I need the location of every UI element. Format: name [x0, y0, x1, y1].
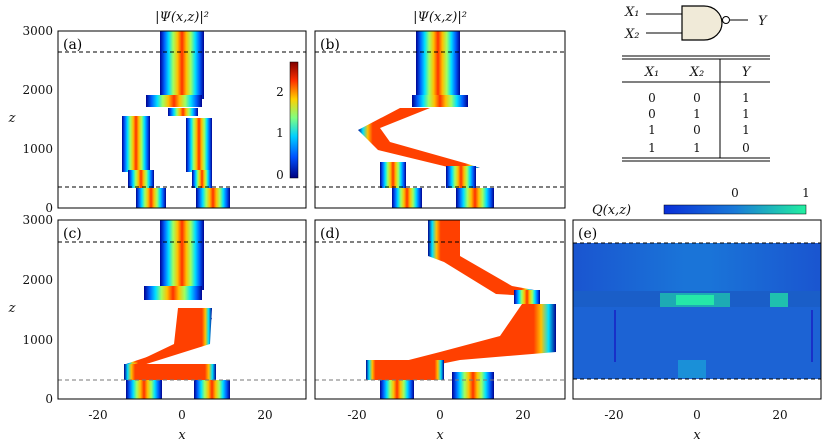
ytick-top-2000: 2000: [22, 83, 53, 97]
xtick-c-0: 0: [178, 408, 186, 422]
panel-a: (a): [57, 30, 307, 209]
x-axis-e: -20 0 20 x: [604, 408, 787, 443]
panel-c: (c): [57, 219, 307, 400]
xlabel-c: x: [178, 428, 186, 443]
panel-a-label: (a): [63, 37, 82, 53]
ylabel-top: z: [8, 111, 16, 126]
panel-b: (b): [314, 30, 566, 209]
table-cell: 1: [648, 123, 656, 137]
table-cell: 0: [693, 123, 701, 137]
panel-d: (d): [314, 219, 566, 400]
table-cell: 1: [693, 141, 701, 155]
q-colorbar: Q(x,z) 0 1: [592, 186, 810, 218]
xtick-c-20: 20: [257, 408, 272, 422]
panel-e: (e): [572, 219, 822, 400]
table-header-x2: X₂: [689, 65, 704, 80]
table-cell: 1: [742, 123, 750, 137]
title-left: |Ψ(x,z)|²: [155, 10, 209, 25]
ytick-bot-3000: 3000: [22, 213, 53, 227]
intensity-colorbar: 2 1 0: [276, 61, 299, 182]
table-cell: 0: [648, 107, 656, 121]
ytick-bot-1000: 1000: [22, 333, 53, 347]
ytick-bot-2000: 2000: [22, 273, 53, 287]
panel-e-label: (e): [578, 226, 597, 242]
q-tick-0: 0: [731, 186, 739, 200]
xtick-e-20: 20: [772, 408, 787, 422]
xlabel-e: x: [693, 428, 701, 443]
q-tick-1: 1: [802, 186, 810, 200]
y-axis-bottom: 3000 2000 1000 0 z: [8, 213, 53, 406]
title-right: |Ψ(x,z)|²: [413, 10, 467, 25]
panel-d-label: (d): [320, 226, 340, 242]
gate-output: Y: [758, 14, 768, 29]
xtick-c-neg20: -20: [88, 408, 107, 422]
table-cell: 1: [742, 107, 750, 121]
ytick-bot-0: 0: [45, 392, 53, 406]
gate-input-1: X₁: [624, 5, 639, 20]
xlabel-d: x: [436, 428, 444, 443]
cbar-tick-2: 2: [276, 85, 284, 99]
table-cell: 0: [693, 91, 701, 105]
table-cell: 0: [742, 141, 750, 155]
table-cell: 1: [648, 141, 656, 155]
q-colorbar-label: Q(x,z): [592, 203, 631, 218]
ytick-top-0: 0: [45, 201, 53, 215]
cbar-tick-1: 1: [276, 126, 284, 140]
xtick-e-neg20: -20: [604, 408, 623, 422]
panel-c-label: (c): [63, 226, 82, 242]
x-axis-d: -20 0 20 x: [347, 408, 530, 443]
x-axis-c: -20 0 20 x: [88, 408, 272, 443]
table-cell: 1: [742, 91, 750, 105]
ylabel-bottom: z: [8, 301, 16, 316]
table-cell: 0: [648, 91, 656, 105]
xtick-d-0: 0: [436, 408, 444, 422]
truth-table: X₁ X₂ Y 0 0 1 0 1 1 1 0 1 1 1 0: [622, 55, 770, 162]
xtick-d-neg20: -20: [347, 408, 366, 422]
table-header-x1: X₁: [644, 65, 659, 80]
table-cell: 1: [693, 107, 701, 121]
ytick-top-1000: 1000: [22, 142, 53, 156]
ytick-top-3000: 3000: [22, 24, 53, 38]
cbar-tick-0: 0: [276, 168, 284, 182]
gate-input-2: X₂: [624, 27, 639, 42]
xtick-e-0: 0: [693, 408, 701, 422]
nand-gate: X₁ X₂ Y: [624, 5, 768, 42]
panel-b-label: (b): [320, 37, 340, 53]
y-axis-top: 3000 2000 1000 0 z: [8, 24, 53, 215]
table-header-y: Y: [742, 65, 752, 80]
xtick-d-20: 20: [515, 408, 530, 422]
